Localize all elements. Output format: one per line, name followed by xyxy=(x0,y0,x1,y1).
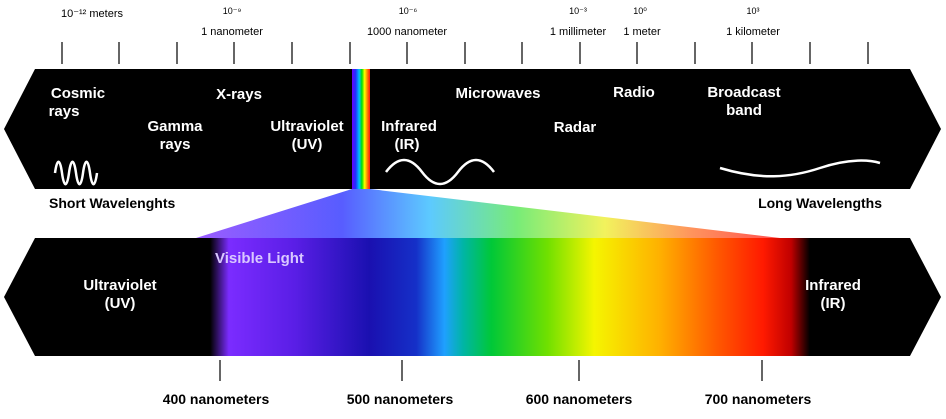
scale-exp-1e0: 10⁰ xyxy=(633,6,647,16)
scale-unit-nanometer: 1 nanometer xyxy=(201,26,263,38)
broadcast-band-label-1: Broadcast xyxy=(707,84,780,101)
bottom-uv-label-2: (UV) xyxy=(105,295,136,312)
short-wave-icon xyxy=(53,160,99,186)
scale-ticks xyxy=(61,42,869,64)
long-wavelengths-label: Long Wavelengths xyxy=(758,195,882,211)
gamma-rays-label-1: Gamma xyxy=(147,118,203,135)
nm-ticks xyxy=(219,360,763,381)
bottom-spectrum-band xyxy=(4,238,941,356)
long-wave-icon xyxy=(719,159,881,178)
xrays-label: X-rays xyxy=(216,86,262,103)
cosmic-rays-label-2: rays xyxy=(49,103,80,120)
scale-unit-millimeter: 1 millimeter xyxy=(550,26,607,38)
uv-label-2: (UV) xyxy=(292,136,323,153)
scale-exp-1e-9: 10⁻⁹ xyxy=(223,6,242,16)
scale-exp-1e3: 10³ xyxy=(746,6,759,16)
ir-label-2: (IR) xyxy=(395,136,420,153)
visible-light-fan xyxy=(196,189,780,238)
short-wavelengths-label: Short Wavelenghts xyxy=(49,195,175,211)
scale-unit-kilometer: 1 kilometer xyxy=(726,26,780,38)
broadcast-band-label-2: band xyxy=(726,102,762,119)
radar-label: Radar xyxy=(554,119,597,136)
nm-label-700: 700 nanometers xyxy=(705,391,812,407)
radio-label: Radio xyxy=(613,84,655,101)
scale-unit-meter: 1 meter xyxy=(623,26,661,38)
uv-label-1: Ultraviolet xyxy=(270,118,343,135)
scale-label-1e-12: 10⁻¹² meters xyxy=(61,8,124,20)
scale-unit-1000nm: 1000 nanometer xyxy=(367,26,447,38)
cosmic-rays-label-1: Cosmic xyxy=(51,85,105,102)
visible-light-label: Visible Light xyxy=(215,250,304,267)
nm-label-600: 600 nanometers xyxy=(526,391,633,407)
nm-label-500: 500 nanometers xyxy=(347,391,454,407)
nm-label-400: 400 nanometers xyxy=(163,391,270,407)
scale-exp-1e-3: 10⁻³ xyxy=(569,6,587,16)
ir-label-1: Infrared xyxy=(381,118,437,135)
bottom-uv-label-1: Ultraviolet xyxy=(83,277,156,294)
top-spectrum-band xyxy=(4,69,941,189)
medium-wave-icon xyxy=(385,158,495,186)
microwaves-label: Microwaves xyxy=(455,85,540,102)
gamma-rays-label-2: rays xyxy=(160,136,191,153)
scale-exp-1e-6: 10⁻⁶ xyxy=(399,6,418,16)
bottom-ir-label-1: Infrared xyxy=(805,277,861,294)
bottom-ir-label-2: (IR) xyxy=(821,295,846,312)
visible-light-stripe xyxy=(352,69,370,189)
